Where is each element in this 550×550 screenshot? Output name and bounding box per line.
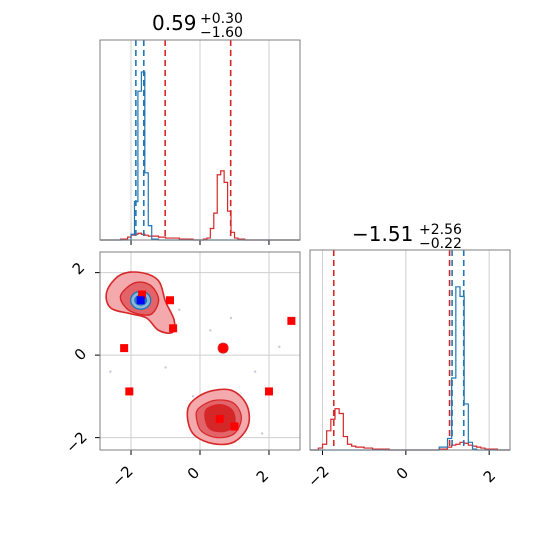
joint-frame [99,251,301,451]
joint-plot-area [105,271,296,446]
joint-scatter-point [164,366,167,369]
joint-2d-panel [95,251,301,455]
param1-title: 0.59 +0.30 −1.60 [152,11,243,41]
param1-title-upper: +0.30 [200,11,243,27]
joint-blue-marker [136,296,145,305]
joint-scatter-point [229,316,233,320]
joint-y-tick-label: 2 [69,259,88,278]
param2-title-median: −1.51 [352,222,413,246]
param2-histogram-red-series [310,408,510,451]
joint-scatter-point [191,395,195,398]
param2-x-tick-label: 2 [480,467,499,486]
joint-red-marker [219,344,228,353]
joint-x-tick-label: 0 [184,464,203,483]
joint-x-tick-label: 2 [253,467,272,486]
param2-title-upper: +2.56 [419,222,462,238]
param1-histogram-panel [99,39,301,245]
joint-red-marker [125,387,134,396]
joint-x-tick-labels: −2 0 2 [108,462,272,490]
joint-x-tick-label: −2 [108,462,136,490]
joint-scatter-point [253,370,257,373]
joint-y-tick-labels: 2 0 −2 [62,259,90,457]
param2-histogram-panel [309,249,511,455]
joint-red-marker [215,415,224,424]
joint-scatter-point [278,345,281,349]
param2-x-tick-label: 0 [393,464,412,483]
joint-red-marker [264,387,273,396]
joint-red-marker [120,344,129,353]
joint-scatter-point [178,308,181,311]
joint-red-marker [166,296,174,305]
joint-scatter-point [260,432,264,435]
param2-x-tick-labels: −2 0 2 [304,462,499,490]
joint-red-marker [287,316,296,325]
joint-red-marker [138,290,147,299]
joint-scatter-point [209,329,212,332]
joint-y-tick-label: 0 [71,345,90,364]
joint-y-tick-label: −2 [62,428,90,456]
joint-red-marker [230,422,239,431]
param1-title-lower: −1.60 [200,25,243,41]
param1-title-median: 0.59 [152,11,197,35]
param2-title: −1.51 +2.56 −0.22 [352,222,462,252]
param2-histogram-frame [309,249,511,451]
joint-red-marker [169,324,178,333]
param1-histogram-frame [99,39,301,241]
param2-title-lower: −0.22 [419,236,462,252]
param2-histogram-blue-series [310,286,510,451]
joint-scatter-point [109,370,112,373]
param2-x-tick-label: −2 [304,462,332,490]
